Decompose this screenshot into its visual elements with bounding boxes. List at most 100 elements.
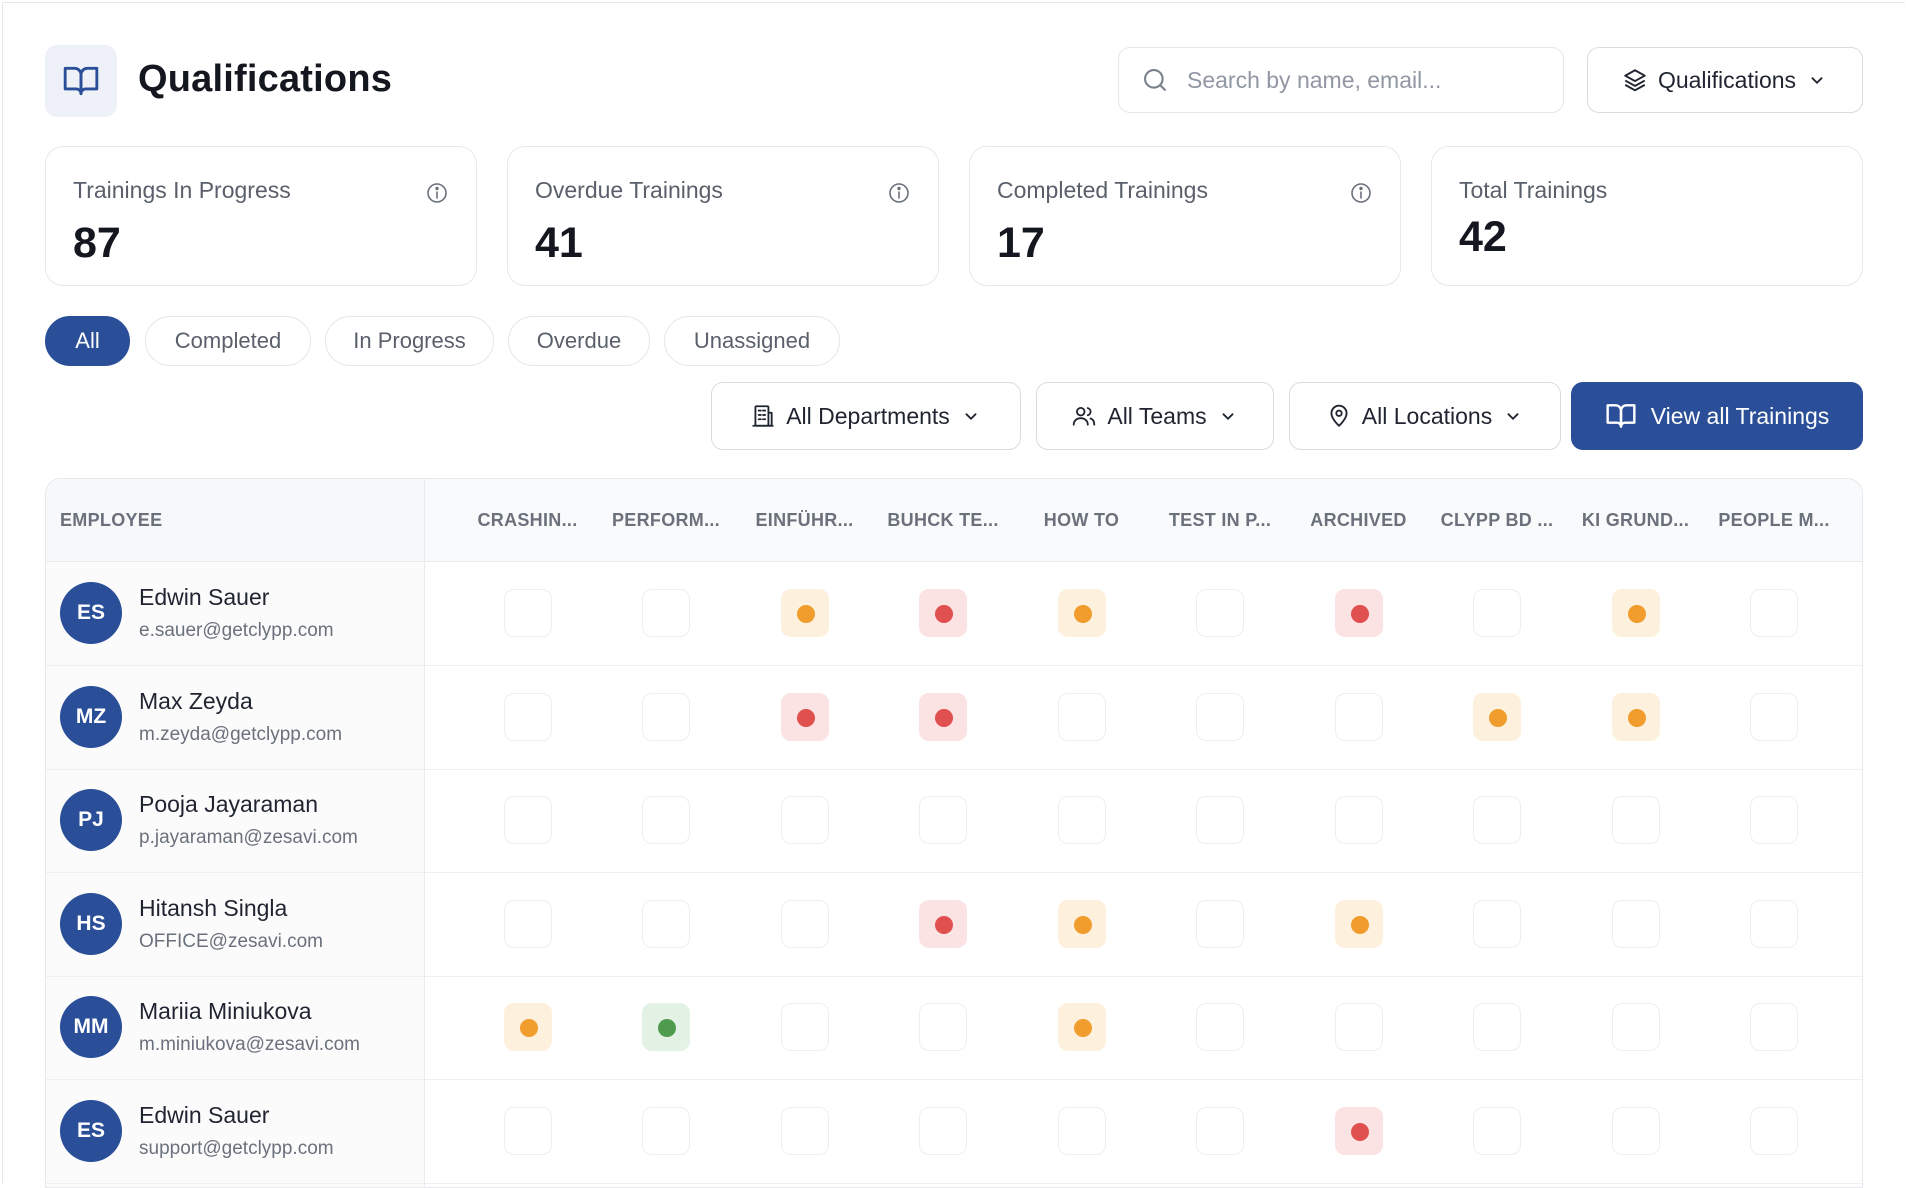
employee-name: Edwin Sauer [139, 1101, 270, 1128]
training-status-cell[interactable] [780, 589, 829, 637]
training-status-cell[interactable] [1473, 796, 1521, 844]
training-status-cell[interactable] [1057, 589, 1106, 637]
training-status-cell[interactable] [780, 1003, 829, 1051]
column-header[interactable]: PERFORM... [611, 510, 720, 530]
column-header[interactable]: BUHCK TE... [887, 510, 999, 530]
info-icon[interactable] [425, 181, 449, 205]
avatar: PJ [60, 789, 122, 851]
training-status-cell[interactable] [642, 1106, 690, 1155]
training-status-cell[interactable] [1473, 1003, 1521, 1051]
training-status-cell[interactable] [1750, 796, 1798, 844]
training-status-cell[interactable] [1334, 589, 1383, 637]
training-status-cell[interactable] [780, 899, 829, 948]
training-status-cell[interactable] [1750, 589, 1798, 637]
teams-dropdown[interactable]: All Teams [1036, 382, 1274, 450]
training-status-cell[interactable] [919, 1106, 967, 1155]
training-status-cell[interactable] [1611, 692, 1660, 741]
info-icon[interactable] [1349, 181, 1373, 205]
training-status-cell[interactable] [1611, 1003, 1660, 1051]
training-status-cell[interactable] [1473, 899, 1521, 948]
tab-unassigned[interactable]: Unassigned [664, 316, 840, 366]
training-status-cell[interactable] [1611, 1106, 1660, 1155]
training-status-cell[interactable] [1611, 899, 1660, 948]
training-status-cell[interactable] [919, 692, 967, 741]
training-status-cell[interactable] [1611, 589, 1660, 637]
training-status-cell[interactable] [1334, 1003, 1383, 1051]
page-title: Qualifications [138, 58, 393, 100]
training-status-cell[interactable] [1334, 796, 1383, 844]
employee-row[interactable]: HS Hitansh Singla OFFICE@zesavi.com [46, 873, 424, 977]
stat-value: 42 [1459, 213, 1507, 261]
employee-row[interactable]: ES Edwin Sauer support@getclypp.com [46, 1080, 424, 1184]
tab-all[interactable]: All [45, 316, 130, 366]
info-icon[interactable] [887, 181, 911, 205]
training-status-cell[interactable] [1196, 899, 1244, 948]
training-status-cell[interactable] [642, 796, 690, 844]
training-status-cell[interactable] [1057, 1106, 1106, 1155]
training-status-cell[interactable] [642, 1003, 690, 1051]
column-header[interactable]: EINFÜHR... [755, 510, 854, 530]
status-dot [935, 605, 953, 623]
training-status-cell[interactable] [642, 589, 690, 637]
training-status-cell[interactable] [919, 589, 967, 637]
locations-dropdown[interactable]: All Locations [1289, 382, 1561, 450]
training-status-cell[interactable] [1057, 796, 1106, 844]
tab-in-progress[interactable]: In Progress [325, 316, 494, 366]
search-box[interactable] [1118, 47, 1564, 113]
training-status-cell[interactable] [1611, 796, 1660, 844]
column-header[interactable]: O F... [424, 479, 454, 561]
training-status-cell[interactable] [503, 899, 552, 948]
column-header[interactable]: HOW TO [1043, 510, 1120, 530]
training-status-cell[interactable] [1196, 692, 1244, 741]
training-status-cell[interactable] [1334, 899, 1383, 948]
training-status-cell[interactable] [1750, 692, 1798, 741]
training-status-cell[interactable] [1750, 899, 1798, 948]
training-status-cell[interactable] [1473, 692, 1521, 741]
training-status-cell[interactable] [919, 1003, 967, 1051]
chevron-down-icon [1811, 77, 1823, 85]
tab-completed[interactable]: Completed [145, 316, 311, 366]
employee-row[interactable]: ES Edwin Sauer e.sauer@getclypp.com [46, 562, 424, 666]
column-header[interactable]: PEOPLE M... [1718, 510, 1830, 530]
training-status-cell[interactable] [503, 589, 552, 637]
training-status-cell[interactable] [1057, 692, 1106, 741]
training-status-cell[interactable] [1750, 1003, 1798, 1051]
training-status-cell[interactable] [1750, 1106, 1798, 1155]
training-status-cell[interactable] [503, 1106, 552, 1155]
training-status-cell[interactable] [642, 692, 690, 741]
departments-dropdown[interactable]: All Departments [711, 382, 1021, 450]
training-status-cell[interactable] [642, 899, 690, 948]
training-status-cell[interactable] [503, 692, 552, 741]
training-status-cell[interactable] [780, 796, 829, 844]
training-status-cell[interactable] [919, 796, 967, 844]
column-header[interactable]: CLYPP BD ... [1440, 510, 1554, 530]
training-status-cell[interactable] [503, 796, 552, 844]
employee-row[interactable]: PJ Pooja Jayaraman p.jayaraman@zesavi.com [46, 769, 424, 873]
tab-overdue[interactable]: Overdue [508, 316, 650, 366]
training-status-cell[interactable] [1196, 589, 1244, 637]
employee-row[interactable]: MM Mariia Miniukova m.miniukova@zesavi.com [46, 976, 424, 1080]
training-status-cell[interactable] [1473, 589, 1521, 637]
column-header[interactable]: CRASHIN... [477, 510, 578, 530]
training-status-cell[interactable] [780, 692, 829, 741]
training-status-cell[interactable] [919, 899, 967, 948]
view-all-trainings-button[interactable]: View all Trainings [1571, 382, 1863, 450]
search-input[interactable] [1185, 65, 1549, 95]
status-cells-area[interactable]: O F... CRASHIN... PERFORM... EINFÜHR... BUHC… [424, 479, 1862, 1187]
column-header[interactable]: KI GRUND... [1581, 510, 1690, 530]
column-header[interactable]: TEST IN P... [1168, 510, 1272, 530]
training-status-cell[interactable] [1196, 1003, 1244, 1051]
training-status-cell[interactable] [1057, 899, 1106, 948]
training-status-cell[interactable] [503, 1003, 552, 1051]
training-status-cell[interactable] [1057, 1003, 1106, 1051]
stat-value: 87 [73, 219, 121, 267]
training-status-cell[interactable] [780, 1106, 829, 1155]
training-status-cell[interactable] [1334, 1106, 1383, 1155]
employee-row[interactable]: MZ Max Zeyda m.zeyda@getclypp.com [46, 666, 424, 770]
training-status-cell[interactable] [1196, 796, 1244, 844]
column-header[interactable]: ARCHIVED [1310, 510, 1407, 530]
training-status-cell[interactable] [1334, 692, 1383, 741]
training-status-cell[interactable] [1196, 1106, 1244, 1155]
qualifications-dropdown[interactable]: Qualifications [1587, 47, 1863, 113]
training-status-cell[interactable] [1473, 1106, 1521, 1155]
